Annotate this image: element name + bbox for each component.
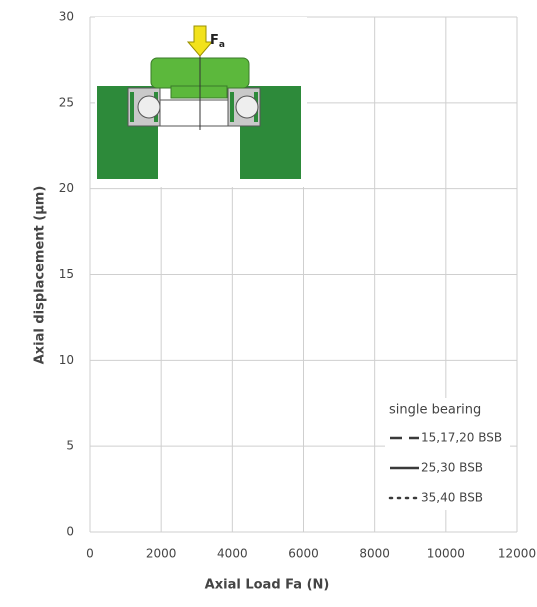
x-tick-label: 6000 [288,547,319,561]
legend-label: 15,17,20 BSB [421,431,502,445]
y-tick-label: 30 [59,10,74,24]
y-tick-label: 20 [59,181,74,195]
x-tick-label: 4000 [217,547,248,561]
y-tick-label: 25 [59,95,74,109]
x-tick-label: 2000 [146,547,177,561]
x-tick-label: 8000 [359,547,390,561]
legend-label: 25,30 BSB [421,461,483,475]
x-tick-label: 10000 [427,547,465,561]
y-tick-label: 15 [59,267,74,281]
y-tick-label: 5 [66,439,74,453]
bearing-diagram: Fa [95,17,307,187]
legend-label: 35,40 BSB [421,491,483,505]
y-tick-label: 10 [59,353,74,367]
x-tick-label: 0 [86,547,94,561]
y-axis-title: Axial displacement (µm) [33,186,48,365]
legend-title: single bearing [389,403,481,418]
x-tick-label: 12000 [498,547,536,561]
chart: 051015202530020004000600080001000012000 … [0,0,537,603]
y-tick-label: 0 [66,525,74,539]
x-axis-title: Axial Load Fa (N) [205,578,330,593]
